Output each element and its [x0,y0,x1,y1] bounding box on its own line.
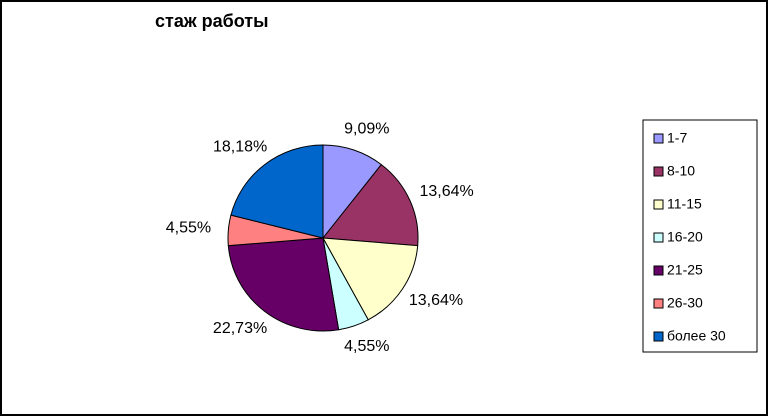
pie-slice [230,144,324,239]
legend-swatch [653,298,664,309]
legend-swatch [653,166,664,177]
pie-slice [322,163,419,247]
data-label: 4,55% [344,338,389,355]
pie-slice [227,237,340,332]
legend-label: 1-7 [667,130,687,146]
legend-swatch [653,232,664,243]
data-label: 9,09% [344,120,389,137]
data-label: 4,55% [166,220,211,237]
data-label: 13,64% [419,183,473,200]
data-label: 13,64% [409,292,463,309]
legend-label: 21-25 [667,262,703,278]
legend-swatch [653,265,664,276]
legend-swatch [653,133,664,144]
legend-swatch [653,199,664,210]
legend-swatch [653,331,664,342]
data-label: 18,18% [213,138,267,155]
legend-label: 11-15 [667,196,702,212]
data-label: 22,73% [213,320,267,337]
legend-label: 26-30 [667,295,703,311]
legend-label: более 30 [667,328,726,344]
pie-slice [322,237,419,321]
legend-label: 8-10 [667,163,695,179]
chart-title: стаж работы [155,11,268,31]
legend-label: 16-20 [667,229,703,245]
